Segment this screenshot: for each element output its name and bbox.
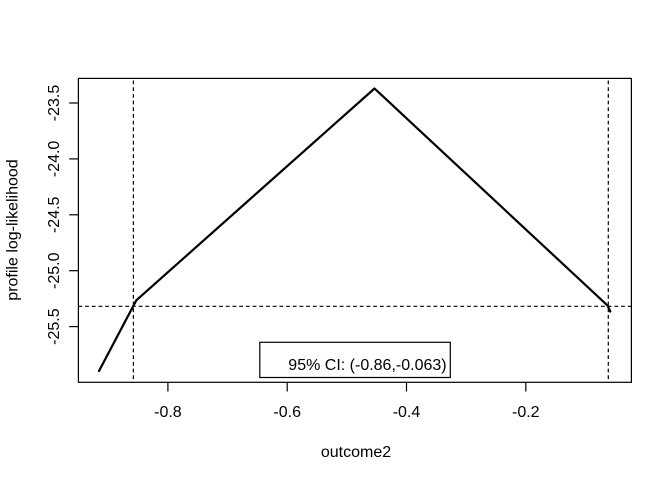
svg-text:-25.5: -25.5 xyxy=(46,308,63,345)
svg-text:-0.4: -0.4 xyxy=(393,404,421,421)
svg-text:-24.0: -24.0 xyxy=(46,141,63,178)
svg-text:-24.5: -24.5 xyxy=(46,196,63,233)
svg-text:-0.2: -0.2 xyxy=(512,404,540,421)
svg-text:-25.0: -25.0 xyxy=(46,252,63,289)
svg-text:-23.5: -23.5 xyxy=(46,85,63,122)
svg-text:-0.8: -0.8 xyxy=(154,404,182,421)
svg-text:outcome2: outcome2 xyxy=(321,444,391,461)
svg-text:95% CI: (-0.86,-0.063): 95% CI: (-0.86,-0.063) xyxy=(288,357,446,374)
svg-text:profile log-likelihood: profile log-likelihood xyxy=(5,159,22,300)
svg-text:-0.6: -0.6 xyxy=(273,404,301,421)
